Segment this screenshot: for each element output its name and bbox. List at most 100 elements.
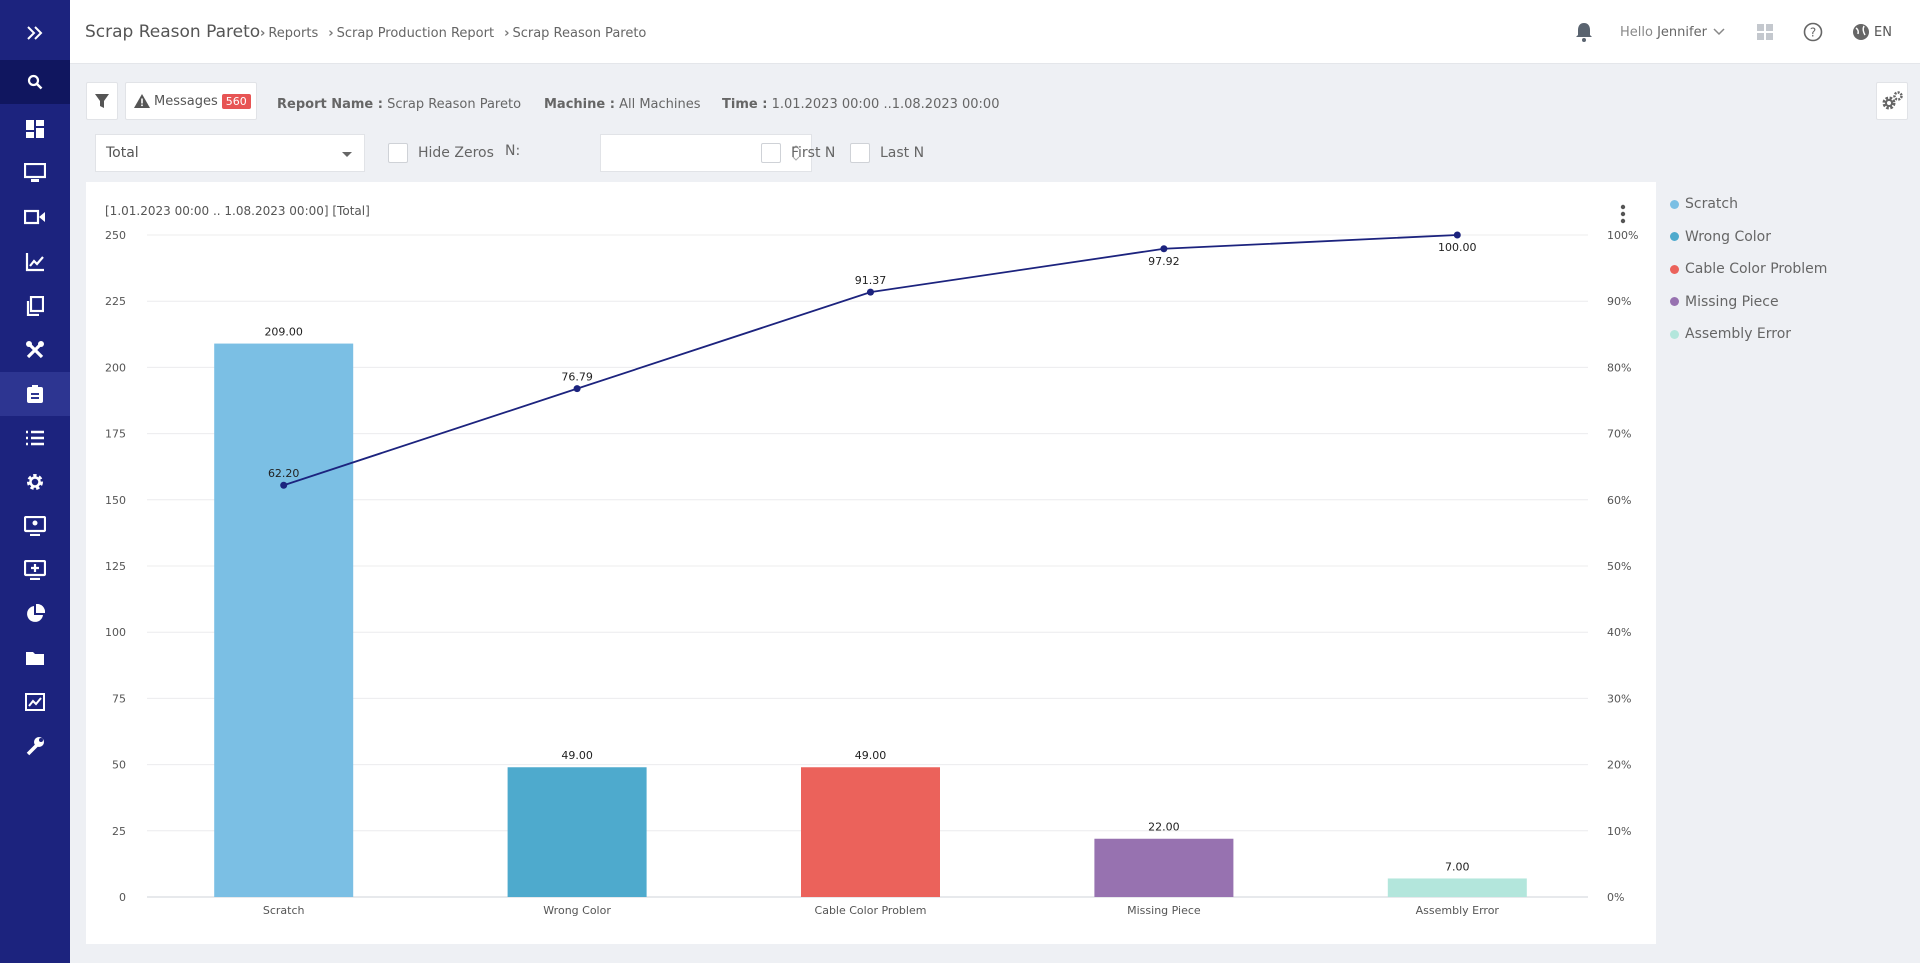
bar-assembly-error [1387,878,1527,897]
n-label: N: [505,143,521,159]
sidebar-item-search[interactable] [0,60,70,104]
sidebar-item-screen-user[interactable] [0,504,70,548]
report-toolbar: Messages 560 Report Name : Scrap Reason … [70,64,1920,134]
last-n-label: Last N [880,145,925,161]
help-button[interactable]: ? [1803,0,1823,64]
list-icon [26,430,44,446]
x-tick-label: Missing Piece [1127,904,1201,917]
sidebar-item-maintenance[interactable] [0,724,70,768]
bar-value-label: 22.00 [1148,821,1180,834]
apps-grid-icon [1757,24,1773,40]
y2-tick-label: 100% [1607,229,1638,242]
sidebar-item-tools[interactable] [0,328,70,372]
first-n-box[interactable] [761,143,781,163]
y-tick-label: 225 [105,295,126,308]
sidebar-item-dashboard[interactable] [0,107,70,151]
apps-button[interactable] [1756,0,1774,64]
report-name-value: Scrap Reason Pareto [387,97,522,112]
sidebar-item-monitor[interactable] [0,151,70,195]
warning-icon [134,94,150,108]
breadcrumb-item[interactable]: Reports [260,26,318,41]
y-tick-label: 100 [105,626,126,639]
x-tick-label: Cable Color Problem [815,904,927,917]
more-vertical-icon [1620,204,1626,210]
globe-icon [1853,24,1869,40]
machine-value: All Machines [619,97,701,112]
hide-zeros-checkbox[interactable]: Hide Zeros [388,143,494,163]
sidebar-item-trends[interactable] [0,240,70,284]
sidebar-item-screen-add[interactable] [0,548,70,592]
bar-scratch [214,343,354,897]
notifications-button[interactable] [1575,0,1593,64]
cumulative-point [1453,231,1461,239]
chart-legend: Scratch Wrong Color Cable Color Problem Mis… [1656,182,1904,382]
language-label: EN [1874,24,1892,40]
y-tick-label: 25 [112,825,126,838]
user-name: Jennifer [1657,24,1707,40]
spinner-arrows-icon[interactable] [791,141,801,165]
chart-panel: 0 0% 25 10% 50 20% 75 30% 100 40% 125 50% 150 60% 175 7… [86,182,1656,944]
language-button[interactable]: EN [1852,0,1892,64]
sidebar-item-settings[interactable] [0,460,70,504]
legend-item[interactable]: Scratch [1670,196,1738,212]
breadcrumb-item[interactable]: Scrap Production Report [328,26,495,41]
user-menu[interactable]: Hello Jennifer [1620,0,1725,64]
breadcrumb-item[interactable]: Scrap Reason Pareto [504,26,646,41]
gear-icon [27,474,43,490]
sidebar-item-list[interactable] [0,416,70,460]
folder-icon [26,652,44,665]
aggregation-select-value: Total [106,145,139,161]
n-label-wrap: N: [505,143,520,159]
sidebar-item-pie[interactable] [0,592,70,636]
sidebar-item-folder[interactable] [0,636,70,680]
messages-button[interactable]: Messages 560 [125,82,257,120]
svg-text:?: ? [1810,26,1816,40]
legend-dot [1670,264,1679,274]
sidebar-item-reports[interactable] [0,372,70,416]
y2-tick-label: 0% [1607,891,1624,904]
legend-item[interactable]: Missing Piece [1670,294,1779,310]
y2-tick-label: 70% [1607,428,1631,441]
chevron-down-icon [1713,28,1725,36]
cumulative-value-label: 91.37 [855,274,887,287]
report-name-info: Report Name : Scrap Reason Pareto [277,97,521,112]
sidebar [0,0,70,963]
top-bar: Scrap Reason Pareto Reports Scrap Produc… [70,0,1920,64]
y2-tick-label: 10% [1607,825,1631,838]
last-n-checkbox[interactable]: Last N [850,143,924,163]
monitor-user-icon [24,516,46,536]
first-n-checkbox[interactable]: First N [761,143,835,163]
pie-chart-icon [27,604,45,622]
report-settings-button[interactable] [1876,82,1908,120]
chart-menu-button[interactable] [1617,203,1629,225]
legend-label: Wrong Color [1685,228,1771,245]
cumulative-line [283,234,1458,487]
y-tick-label: 200 [105,361,126,374]
last-n-box[interactable] [850,143,870,163]
machine-info: Machine : All Machines [544,97,701,112]
bar-value-label: 209.00 [264,326,303,339]
sidebar-item-analytics[interactable] [0,680,70,724]
y2-tick-label: 40% [1607,626,1631,639]
aggregation-select[interactable]: Total [95,134,365,172]
hide-zeros-label: Hide Zeros [418,145,494,161]
filter-button[interactable] [86,82,118,120]
gears-icon [1882,91,1903,110]
sidebar-item-video[interactable] [0,195,70,239]
hide-zeros-box[interactable] [388,143,408,163]
time-info: Time : 1.01.2023 00:00 ..1.08.2023 00:00 [722,97,999,112]
legend-dot [1670,199,1679,209]
legend-item[interactable]: Assembly Error [1670,326,1791,342]
expand-sidebar-button[interactable] [0,11,70,55]
sidebar-item-documents[interactable] [0,284,70,328]
legend-item[interactable]: Cable Color Problem [1670,261,1827,277]
legend-label: Cable Color Problem [1685,261,1828,277]
legend-item[interactable]: Wrong Color [1670,229,1771,245]
y-tick-label: 75 [112,692,126,705]
x-tick-label: Wrong Color [543,904,611,917]
bar-value-label: 7.00 [1445,860,1470,873]
y2-tick-label: 30% [1607,692,1631,705]
y-tick-label: 175 [105,428,126,441]
cumulative-point [573,385,581,393]
monitor-plus-icon [24,560,46,580]
